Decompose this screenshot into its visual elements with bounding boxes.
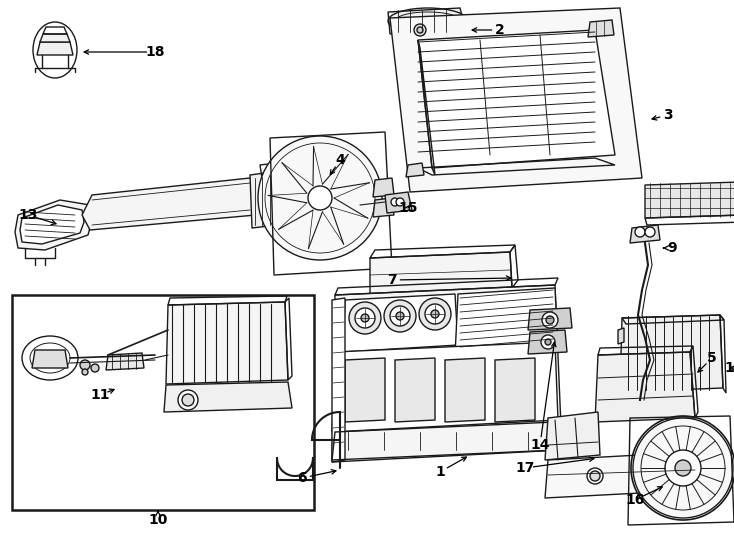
- Circle shape: [308, 186, 332, 210]
- Text: 1: 1: [435, 465, 445, 479]
- Circle shape: [665, 450, 701, 486]
- Polygon shape: [40, 34, 70, 42]
- Circle shape: [635, 227, 645, 237]
- Polygon shape: [618, 358, 624, 374]
- Polygon shape: [495, 358, 535, 422]
- Polygon shape: [32, 350, 68, 368]
- Polygon shape: [332, 285, 562, 462]
- Text: 11: 11: [90, 388, 110, 402]
- Polygon shape: [588, 20, 614, 37]
- Circle shape: [675, 460, 691, 476]
- Polygon shape: [250, 172, 278, 228]
- Polygon shape: [373, 198, 394, 217]
- Polygon shape: [343, 294, 458, 352]
- Text: 4: 4: [335, 153, 345, 167]
- Polygon shape: [166, 302, 288, 384]
- Polygon shape: [630, 225, 660, 243]
- Circle shape: [396, 312, 404, 320]
- Circle shape: [182, 394, 194, 406]
- Polygon shape: [390, 8, 642, 192]
- Circle shape: [633, 418, 733, 518]
- Text: 15: 15: [399, 201, 418, 215]
- Text: 5: 5: [707, 351, 717, 365]
- Circle shape: [546, 316, 554, 324]
- Polygon shape: [37, 42, 73, 55]
- Polygon shape: [455, 288, 558, 356]
- Circle shape: [384, 300, 416, 332]
- Polygon shape: [332, 298, 345, 462]
- Polygon shape: [370, 252, 512, 295]
- Polygon shape: [106, 353, 144, 370]
- Polygon shape: [528, 308, 572, 330]
- Circle shape: [425, 304, 445, 324]
- Circle shape: [545, 339, 551, 345]
- Bar: [12, 295, 314, 510]
- Polygon shape: [82, 178, 258, 230]
- Polygon shape: [645, 182, 734, 218]
- Text: 12: 12: [724, 361, 734, 375]
- Polygon shape: [406, 163, 424, 177]
- Circle shape: [431, 310, 439, 318]
- Polygon shape: [418, 30, 615, 168]
- Polygon shape: [545, 452, 698, 498]
- Circle shape: [645, 227, 655, 237]
- Polygon shape: [332, 342, 558, 432]
- Text: 16: 16: [625, 493, 644, 507]
- Polygon shape: [528, 330, 567, 354]
- Polygon shape: [445, 358, 485, 422]
- Circle shape: [258, 136, 382, 260]
- Polygon shape: [345, 358, 385, 422]
- Circle shape: [419, 298, 451, 330]
- Polygon shape: [595, 352, 695, 422]
- Circle shape: [590, 471, 600, 481]
- Polygon shape: [620, 315, 723, 392]
- Text: 2: 2: [495, 23, 505, 37]
- Text: 7: 7: [388, 273, 397, 287]
- Circle shape: [541, 335, 555, 349]
- Text: 3: 3: [664, 108, 673, 122]
- Polygon shape: [618, 328, 624, 344]
- Circle shape: [80, 360, 90, 370]
- Circle shape: [361, 314, 369, 322]
- Circle shape: [417, 27, 423, 33]
- Polygon shape: [545, 412, 600, 460]
- Circle shape: [355, 308, 375, 328]
- Text: 14: 14: [530, 438, 550, 452]
- Circle shape: [349, 302, 381, 334]
- Polygon shape: [385, 192, 412, 213]
- Polygon shape: [395, 358, 435, 422]
- Text: 6: 6: [297, 471, 307, 485]
- Text: 17: 17: [515, 461, 534, 475]
- Polygon shape: [15, 200, 92, 250]
- Circle shape: [91, 364, 99, 372]
- Circle shape: [390, 306, 410, 326]
- Text: 9: 9: [667, 241, 677, 255]
- Text: 13: 13: [18, 208, 37, 222]
- Circle shape: [587, 468, 603, 484]
- Circle shape: [178, 390, 198, 410]
- Polygon shape: [20, 205, 84, 244]
- Polygon shape: [388, 8, 465, 34]
- Polygon shape: [164, 382, 292, 412]
- Circle shape: [82, 369, 88, 375]
- Polygon shape: [373, 178, 394, 197]
- Text: 10: 10: [148, 513, 167, 527]
- Circle shape: [391, 198, 399, 206]
- Circle shape: [542, 312, 558, 328]
- Circle shape: [396, 198, 404, 206]
- Circle shape: [414, 24, 426, 36]
- Text: 18: 18: [145, 45, 164, 59]
